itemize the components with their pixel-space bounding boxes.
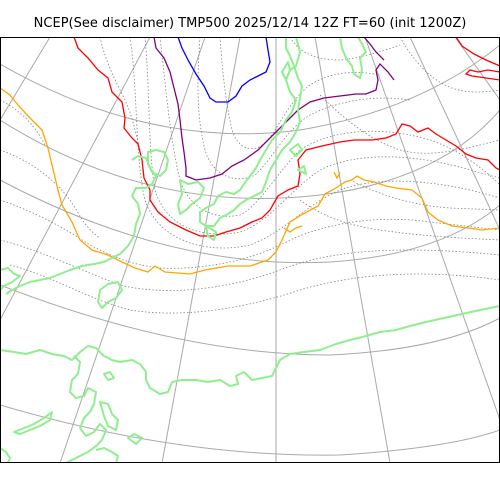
isotherms-dotted — [0, 37, 500, 314]
isotherm-dotted — [99, 37, 141, 151]
isotherm-purple — [363, 37, 385, 61]
coastline-baffin — [147, 149, 169, 177]
coastline-svalbard — [339, 37, 367, 79]
coastline-islands — [99, 401, 119, 431]
isotherm-purple — [153, 37, 395, 181]
isotherm-orange — [283, 225, 303, 233]
isotherm-dotted — [219, 37, 381, 150]
longitude-line — [314, 37, 391, 463]
isotherm-red — [73, 37, 500, 237]
coastline-islands — [65, 355, 107, 463]
coastline-islands — [0, 447, 11, 463]
coastline-greenland — [297, 165, 307, 175]
longitude-line — [364, 37, 500, 421]
coastline-mainland — [0, 305, 500, 395]
longitude-line — [0, 37, 151, 321]
coastline-greenland — [289, 143, 303, 157]
coastline-greenland — [199, 37, 303, 227]
latitude-line — [0, 44, 500, 135]
isotherm-dotted — [9, 264, 500, 314]
coastline-baffin — [97, 281, 123, 309]
isotherm-dotted — [197, 37, 411, 180]
latitude-line — [0, 284, 500, 356]
isotherm-dotted — [0, 149, 101, 239]
coastline-islands — [127, 433, 143, 445]
coastline-islands — [95, 447, 119, 463]
latitude-line — [0, 404, 500, 456]
isotherm-dotted — [0, 239, 500, 291]
coastline-baffin — [0, 267, 21, 291]
isotherm-dotted — [129, 37, 500, 249]
isotherm-dotted — [0, 199, 500, 269]
longitude-lines — [0, 37, 500, 463]
longitude-line — [0, 37, 51, 121]
isotherm-red — [464, 69, 500, 81]
weather-map — [0, 37, 500, 463]
isotherm-dotted — [159, 37, 500, 217]
map-title: NCEP(See disclaimer) TMP500 2025/12/14 1… — [33, 16, 467, 31]
coastline-islands — [13, 411, 53, 435]
isotherm-dotted — [299, 199, 500, 241]
longitude-line — [409, 37, 500, 231]
coastline-greenland — [281, 61, 291, 81]
isotherm-orange — [0, 87, 500, 275]
longitude-line — [59, 37, 206, 463]
isotherm-blue — [177, 37, 271, 103]
longitude-line — [454, 37, 500, 101]
coastline-greenland — [205, 225, 217, 241]
isotherm-dotted — [0, 99, 46, 146]
isotherm-orange — [333, 171, 341, 180]
coastline-baffin — [5, 155, 157, 295]
latitude-line — [0, 109, 500, 199]
isotherm-red — [455, 37, 500, 67]
longitude-line — [161, 37, 241, 463]
coastline-islands — [103, 371, 115, 381]
coastline-baffin — [177, 179, 205, 215]
isotherm-dotted — [144, 37, 500, 235]
coastlines — [0, 37, 500, 463]
isotherm-dotted — [319, 94, 500, 154]
latitude-lines — [0, 44, 500, 456]
map-frame — [0, 37, 500, 463]
latitude-line — [0, 179, 500, 264]
isotherm-dotted — [399, 37, 500, 93]
